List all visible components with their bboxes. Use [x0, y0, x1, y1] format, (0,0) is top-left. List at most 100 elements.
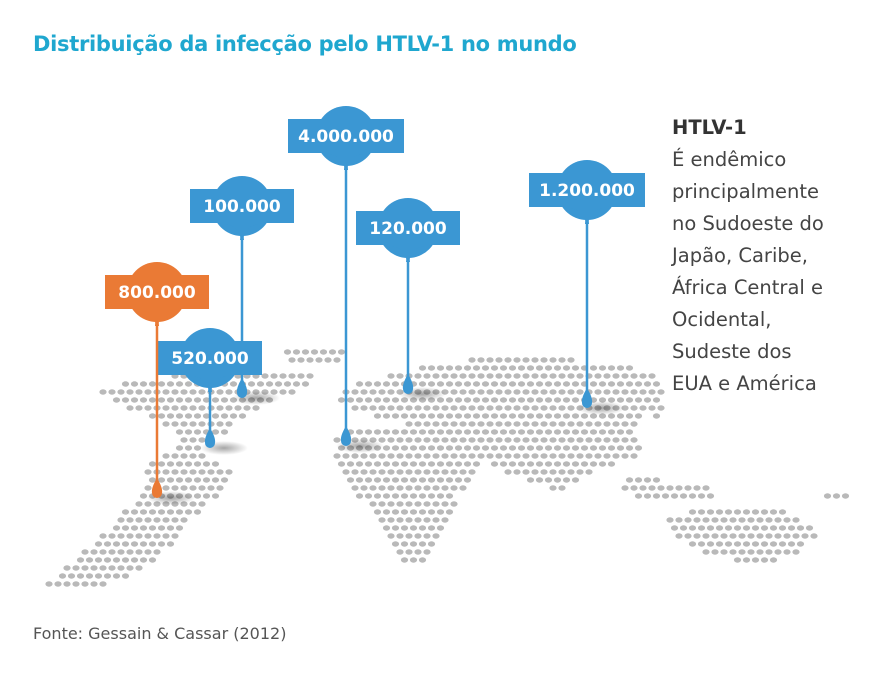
map-dot: [571, 461, 580, 467]
map-dot: [486, 421, 494, 427]
map-dot: [549, 405, 557, 411]
map-dot: [445, 397, 454, 403]
map-dot: [454, 397, 463, 403]
map-dot: [733, 509, 742, 515]
map-dot: [612, 421, 620, 427]
map-dot: [450, 373, 458, 379]
map-dot: [616, 381, 625, 387]
map-dot: [409, 445, 418, 451]
map-dot: [598, 429, 607, 435]
map-dot: [396, 373, 404, 379]
map-dot: [126, 405, 134, 411]
map-dot: [648, 389, 656, 395]
map-dot: [396, 533, 404, 539]
map-dot: [211, 429, 220, 435]
map-dot: [544, 381, 553, 387]
map-dot: [94, 541, 103, 547]
map-dot: [450, 453, 458, 459]
map-dot: [81, 549, 89, 555]
map-dot: [414, 533, 422, 539]
map-dot: [369, 453, 377, 459]
map-dot: [468, 437, 476, 443]
map-dot: [459, 421, 467, 427]
map-dot: [346, 477, 355, 483]
map-dot: [423, 437, 431, 443]
map-dot: [729, 533, 737, 539]
map-dot: [445, 445, 454, 451]
map-dot: [549, 389, 557, 395]
map-dot: [693, 533, 701, 539]
map-dot: [652, 381, 661, 387]
map-dot: [144, 405, 152, 411]
map-dot: [256, 381, 265, 387]
map-dot: [184, 413, 193, 419]
map-dot: [445, 509, 454, 515]
map-dot: [724, 541, 733, 547]
map-dot: [490, 381, 499, 387]
map-dot: [576, 437, 584, 443]
map-dot: [531, 421, 539, 427]
map-dot: [558, 437, 566, 443]
marker-drop: [151, 478, 163, 498]
map-dot: [463, 397, 472, 403]
map-dot: [445, 461, 454, 467]
map-dot: [535, 381, 544, 387]
map-dot: [378, 517, 386, 523]
map-dot: [63, 581, 71, 587]
marker-value: 1.200.000: [539, 181, 635, 201]
map-dot: [391, 413, 400, 419]
map-dot: [157, 397, 166, 403]
map-dot: [211, 493, 220, 499]
map-dot: [414, 437, 422, 443]
map-dot: [706, 509, 715, 515]
map-dot: [697, 525, 706, 531]
map-dot: [171, 453, 179, 459]
map-dot: [540, 469, 548, 475]
map-dot: [463, 365, 472, 371]
map-dot: [423, 549, 431, 555]
map-dot: [432, 405, 440, 411]
map-dot: [603, 373, 611, 379]
map-dot: [418, 493, 427, 499]
map-dot: [468, 421, 476, 427]
map-dot: [459, 485, 467, 491]
map-dot: [747, 517, 755, 523]
map-dot: [414, 405, 422, 411]
map-dot: [477, 373, 485, 379]
map-dot: [463, 477, 472, 483]
map-dot: [207, 485, 215, 491]
map-dot: [549, 469, 557, 475]
map-dot: [792, 533, 800, 539]
map-dot: [432, 501, 440, 507]
marker-central-west-africa: 4.000.000: [288, 106, 404, 453]
map-dot: [621, 437, 629, 443]
map-dot: [427, 365, 436, 371]
map-dot: [90, 581, 98, 587]
map-dot: [450, 469, 458, 475]
map-dot: [157, 541, 166, 547]
map-dot: [414, 469, 422, 475]
map-dot: [508, 461, 517, 467]
map-dot: [454, 365, 463, 371]
map-dot: [652, 477, 661, 483]
map-dot: [409, 509, 418, 515]
map-dot: [171, 405, 179, 411]
map-dot: [513, 389, 521, 395]
map-dot: [432, 373, 440, 379]
map-dot: [364, 381, 373, 387]
map-dot: [544, 445, 553, 451]
map-dot: [198, 437, 206, 443]
map-dot: [405, 469, 413, 475]
map-dot: [364, 461, 373, 467]
map-dot: [387, 389, 395, 395]
map-dot: [436, 509, 445, 515]
map-dot: [216, 405, 224, 411]
map-dot: [441, 517, 449, 523]
map-dot: [76, 573, 85, 579]
map-dot: [90, 565, 98, 571]
map-dot: [409, 541, 418, 547]
map-dot: [540, 405, 548, 411]
map-dot: [216, 485, 224, 491]
map-dot: [774, 549, 782, 555]
map-dot: [540, 389, 548, 395]
